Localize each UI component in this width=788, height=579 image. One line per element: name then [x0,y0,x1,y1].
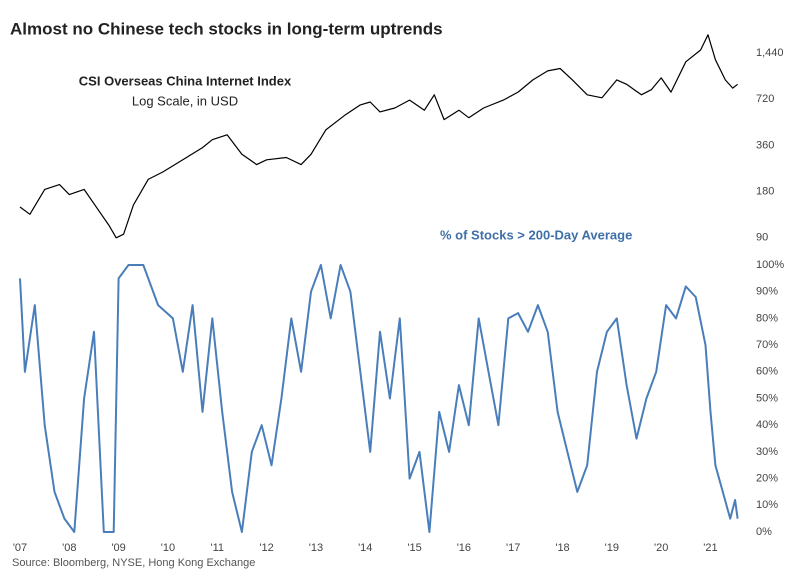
x-tick-label: '08 [62,542,76,554]
y-tick-label: 720 [756,93,774,105]
y-tick-label: 80% [756,312,778,324]
series-line [19,264,739,533]
panel-subtitle: Log Scale, in USD [132,93,238,108]
y-tick-label: 50% [756,392,778,404]
x-tick-label: '20 [654,542,668,554]
x-tick-label: '15 [407,542,421,554]
y-tick-label: 70% [756,339,778,351]
panel-title: CSI Overseas China Internet Index [79,73,292,88]
y-tick-label: 90 [756,232,768,244]
x-tick-label: '21 [703,542,717,554]
y-tick-label: 40% [756,419,778,431]
x-tick-label: '11 [211,542,225,554]
x-tick-label: '13 [309,542,323,554]
x-tick-label: '12 [259,542,273,554]
x-tick-label: '09 [111,542,125,554]
x-tick-label: '17 [506,542,520,554]
x-tick-label: '10 [161,542,175,554]
y-tick-label: 360 [756,139,774,151]
panel-label: % of Stocks > 200-Day Average [440,227,632,242]
x-tick-label: '14 [358,542,372,554]
x-tick-label: '19 [605,542,619,554]
chart-title: Almost no Chinese tech stocks in long-te… [10,19,443,38]
y-tick-label: 100% [756,259,784,271]
y-tick-label: 60% [756,366,778,378]
y-tick-label: 10% [756,499,778,511]
x-tick-label: '18 [555,542,569,554]
y-tick-label: 180 [756,186,774,198]
y-tick-label: 20% [756,473,778,485]
x-tick-label: '16 [457,542,471,554]
y-tick-label: 1,440 [756,47,784,59]
x-tick-label: '07 [13,542,27,554]
y-tick-label: 0% [756,526,772,538]
y-tick-label: 90% [756,286,778,298]
series-line [19,34,738,239]
y-tick-label: 30% [756,446,778,458]
source: Source: Bloomberg, NYSE, Hong Kong Excha… [12,557,255,569]
